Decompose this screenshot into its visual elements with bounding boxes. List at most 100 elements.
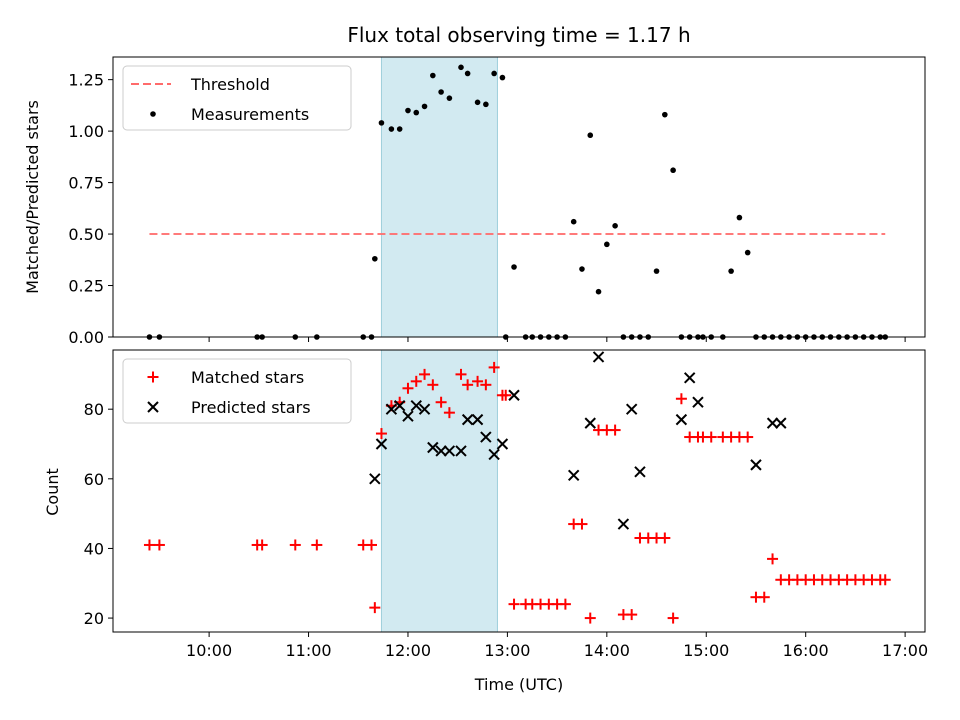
marker-stroke <box>455 445 467 457</box>
measurement-point <box>499 74 506 81</box>
predicted-star-marker <box>402 410 414 422</box>
matched-star-marker <box>472 375 484 387</box>
matched-star-marker <box>366 539 378 551</box>
top-y-tick-label: 1.25 <box>68 71 104 90</box>
matched-star-marker <box>675 393 687 405</box>
marker-stroke <box>617 518 630 530</box>
measurement-point <box>579 266 585 272</box>
predicted-star-marker <box>775 417 787 429</box>
marker-stroke <box>496 438 509 450</box>
predicted-star-marker <box>385 403 398 415</box>
measurement-point <box>421 103 428 110</box>
matched-star-marker <box>576 518 588 530</box>
predicted-star-marker <box>455 445 467 457</box>
matched-star-marker <box>742 431 754 443</box>
marker-stroke <box>393 399 406 412</box>
matched-star-marker <box>427 379 439 391</box>
measurement-point <box>464 70 471 77</box>
predicted-star-marker <box>496 438 509 450</box>
measurement-point <box>744 249 751 256</box>
marker-stroke <box>410 399 422 412</box>
marker-stroke <box>592 351 605 363</box>
marker-stroke <box>775 417 787 429</box>
measurement-point <box>474 99 481 106</box>
legend-measurement-swatch <box>150 111 156 117</box>
bottom-x-tick-label: 12:00 <box>385 641 431 660</box>
bottom-y-tick-label: 40 <box>84 539 104 558</box>
bottom-x-tick-label: 10:00 <box>186 641 232 660</box>
legend-box <box>122 65 352 131</box>
measurement-point <box>446 95 453 101</box>
measurement-point <box>604 241 610 248</box>
marker-stroke <box>766 417 779 429</box>
marker-stroke <box>584 417 596 429</box>
matched-star-marker <box>410 375 422 387</box>
measurement-point <box>430 72 436 79</box>
matched-star-marker <box>435 396 447 408</box>
matched-star-marker <box>402 382 414 394</box>
matched-star-marker <box>419 368 431 380</box>
top-y-axis-label: Matched/Predicted stars <box>23 100 42 294</box>
marker-stroke <box>375 438 388 450</box>
matched-star-marker <box>758 591 770 603</box>
bottom-x-tick-label: 15:00 <box>683 641 729 660</box>
bottom-x-tick-label: 11:00 <box>285 641 331 660</box>
measurement-point <box>570 218 577 225</box>
marker-stroke <box>683 372 696 384</box>
predicted-star-marker <box>567 469 580 482</box>
measurement-point <box>458 64 464 71</box>
top-y-tick-label: 0.25 <box>68 277 104 296</box>
bottom-x-tick-label: 14:00 <box>584 641 630 660</box>
x-axis-label: Time (UTC) <box>474 675 563 694</box>
bottom-axes-frame <box>112 349 926 633</box>
predicted-star-marker <box>471 413 484 426</box>
measurement-point <box>438 89 444 95</box>
predicted-star-marker <box>393 399 406 412</box>
measurement-point <box>612 223 618 229</box>
measurement-point <box>653 268 660 274</box>
measurement-point <box>595 288 602 295</box>
measurement-point <box>670 167 676 174</box>
matched-star-marker <box>289 539 301 551</box>
matched-star-marker <box>508 598 520 610</box>
predicted-star-marker <box>410 399 422 412</box>
top-y-tick-label: 0.75 <box>68 174 104 193</box>
predicted-star-marker <box>766 417 779 429</box>
predicted-star-marker <box>584 417 596 429</box>
marker-stroke <box>385 403 398 415</box>
predicted-star-marker <box>443 445 456 457</box>
predicted-star-marker <box>617 518 630 530</box>
matched-star-marker <box>767 553 779 565</box>
matched-star-marker <box>455 368 467 380</box>
measurement-point <box>511 264 517 270</box>
bottom-legend: Matched stars Predicted stars <box>122 358 352 424</box>
matched-star-marker <box>559 598 571 610</box>
bottom-highlight-span <box>380 349 498 633</box>
marker-stroke <box>427 441 439 454</box>
bottom-y-tick-label: 60 <box>84 470 104 489</box>
top-legend: Threshold Measurements <box>122 65 352 131</box>
marker-stroke <box>369 473 381 485</box>
measurement-point <box>396 126 403 132</box>
legend-label: Threshold <box>190 75 270 94</box>
measurement-point <box>491 70 497 77</box>
predicted-star-marker <box>435 445 447 457</box>
marker-stroke <box>461 413 474 426</box>
predicted-star-marker <box>508 389 520 401</box>
matched-star-marker <box>311 539 323 551</box>
marker-stroke <box>471 413 484 426</box>
top-y-tick-label: 1.00 <box>68 122 104 141</box>
measurement-point <box>662 111 668 118</box>
measurement-point <box>388 126 395 132</box>
chart-title: Flux total observing time = 1.17 h <box>347 23 690 47</box>
marker-stroke <box>508 389 520 401</box>
matched-star-marker <box>500 389 512 401</box>
matched-star-marker <box>659 532 671 544</box>
top-y-tick-label: 0.50 <box>68 225 104 244</box>
measurement-point <box>483 101 489 108</box>
top-y-tick-label: 0.00 <box>68 328 104 347</box>
bottom-y-tick-label: 80 <box>84 400 104 419</box>
bottom-x-tick-label: 17:00 <box>882 641 928 660</box>
predicted-star-marker <box>488 448 500 461</box>
marker-stroke <box>675 413 688 426</box>
